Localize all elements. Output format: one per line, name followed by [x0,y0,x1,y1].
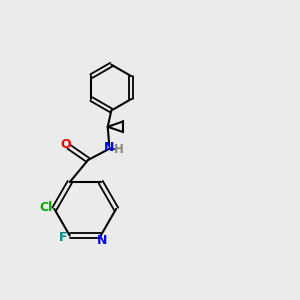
Text: H: H [114,143,124,156]
Text: F: F [59,231,68,244]
Text: Cl: Cl [39,201,53,214]
Text: N: N [104,141,114,154]
Text: O: O [60,138,71,151]
Text: N: N [97,235,107,248]
